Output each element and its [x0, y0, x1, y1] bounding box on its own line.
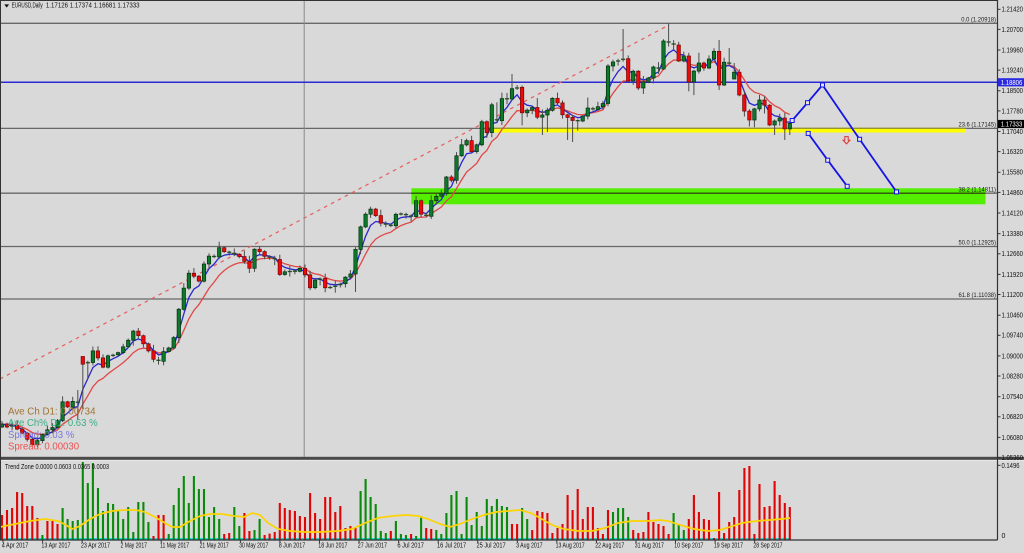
svg-text:22 Aug 2017: 22 Aug 2017 [595, 542, 624, 549]
svg-text:30 May 2017: 30 May 2017 [239, 542, 268, 549]
svg-text:1.17126 1.17374 1.16681 1.1733: 1.17126 1.17374 1.16681 1.17333 [46, 3, 140, 10]
svg-text:0.1496: 0.1496 [1002, 463, 1020, 470]
svg-text:1.12660: 1.12660 [1002, 251, 1024, 258]
svg-text:1.06820: 1.06820 [1002, 414, 1024, 421]
svg-text:1.20700: 1.20700 [1002, 27, 1024, 34]
svg-text:25 Jul 2017: 25 Jul 2017 [477, 542, 506, 549]
svg-text:1.09000: 1.09000 [1002, 353, 1024, 360]
svg-text:1.11200: 1.11200 [1002, 292, 1024, 299]
svg-text:1.19960: 1.19960 [1002, 47, 1024, 54]
svg-text:Spread: 0.00030: Spread: 0.00030 [8, 441, 79, 453]
svg-text:Spread: 0.03 %: Spread: 0.03 % [8, 429, 74, 441]
svg-text:11 May 2017: 11 May 2017 [160, 542, 189, 549]
svg-text:1.16320: 1.16320 [1002, 149, 1024, 156]
svg-text:1.18806: 1.18806 [1001, 80, 1023, 87]
svg-text:1.17040: 1.17040 [1002, 129, 1024, 136]
svg-text:50.0 (1.12925): 50.0 (1.12925) [959, 240, 997, 247]
svg-text:4 Apr 2017: 4 Apr 2017 [2, 542, 29, 549]
svg-text:27 Jun 2017: 27 Jun 2017 [358, 542, 387, 549]
svg-text:18 Jun 2017: 18 Jun 2017 [318, 542, 347, 549]
svg-text:6 Jul 2017: 6 Jul 2017 [397, 542, 424, 549]
svg-text:23 Apr 2017: 23 Apr 2017 [81, 542, 110, 549]
svg-text:1.17780: 1.17780 [1002, 108, 1024, 115]
svg-text:1.19240: 1.19240 [1002, 68, 1024, 75]
svg-text:8 Jun 2017: 8 Jun 2017 [279, 542, 306, 549]
svg-text:13 Aug 2017: 13 Aug 2017 [556, 542, 585, 549]
svg-text:28 Sep 2017: 28 Sep 2017 [753, 542, 782, 549]
svg-text:Ave Ch D1: 0.00734: Ave Ch D1: 0.00734 [8, 405, 96, 417]
svg-text:10 Sep 2017: 10 Sep 2017 [674, 542, 703, 549]
svg-text:13 Apr 2017: 13 Apr 2017 [41, 542, 70, 549]
svg-text:Trend Zone 0.0000 0.0603 0.036: Trend Zone 0.0000 0.0603 0.0365 0.0003 [5, 464, 109, 471]
svg-text:23.6 (1.17145): 23.6 (1.17145) [959, 122, 997, 129]
svg-text:1.08280: 1.08280 [1002, 373, 1024, 380]
svg-text:1.14120: 1.14120 [1002, 210, 1024, 217]
svg-text:1.21420: 1.21420 [1002, 7, 1024, 14]
svg-text:Ave Ch% D1: 0.63 %: Ave Ch% D1: 0.63 % [8, 417, 98, 429]
svg-text:21 May 2017: 21 May 2017 [200, 542, 229, 549]
svg-text:1.06080: 1.06080 [1002, 435, 1024, 442]
svg-text:1.18500: 1.18500 [1002, 88, 1024, 95]
svg-text:1.07540: 1.07540 [1002, 394, 1024, 401]
svg-text:1.09740: 1.09740 [1002, 333, 1024, 340]
svg-text:19 Sep 2017: 19 Sep 2017 [714, 542, 743, 549]
svg-text:1.14860: 1.14860 [1002, 190, 1024, 197]
svg-text:1.13380: 1.13380 [1002, 231, 1024, 238]
svg-text:61.8 (1.11038): 61.8 (1.11038) [959, 292, 997, 299]
svg-text:31 Aug 2017: 31 Aug 2017 [635, 542, 664, 549]
svg-text:1.05360: 1.05360 [1002, 455, 1024, 462]
svg-text:0.0 (1.20918): 0.0 (1.20918) [961, 17, 996, 24]
svg-text:1.10460: 1.10460 [1002, 313, 1024, 320]
svg-text:0: 0 [1002, 533, 1006, 540]
svg-text:1.15580: 1.15580 [1002, 170, 1024, 177]
svg-text:1.11920: 1.11920 [1002, 272, 1024, 279]
svg-text:3 Aug 2017: 3 Aug 2017 [516, 542, 543, 549]
svg-text:16 Jul 2017: 16 Jul 2017 [437, 542, 466, 549]
svg-text:1.17333: 1.17333 [1001, 122, 1023, 129]
svg-text:38.2 (1.14811): 38.2 (1.14811) [959, 186, 997, 193]
svg-text:EURUSD,Daily: EURUSD,Daily [12, 3, 43, 10]
svg-text:2 May 2017: 2 May 2017 [121, 542, 148, 549]
